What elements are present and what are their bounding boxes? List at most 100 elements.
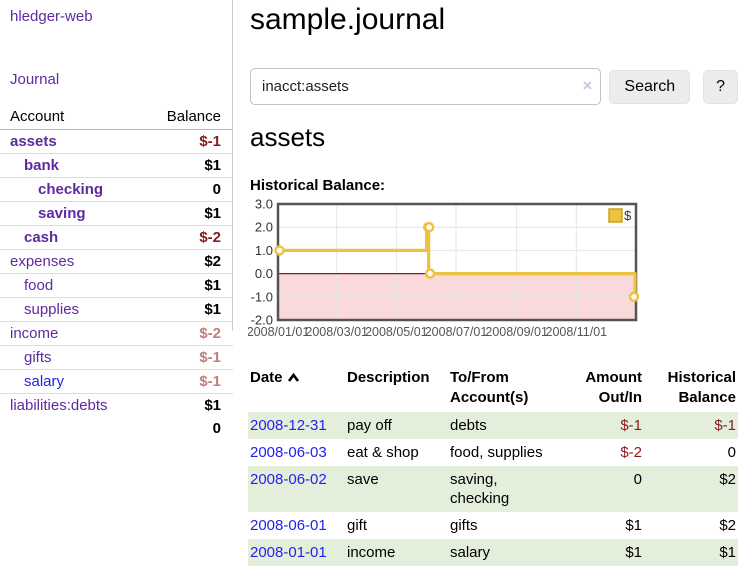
txn-accounts: gifts bbox=[450, 517, 478, 534]
transaction-row: 2008-01-01 income salary $1 $1 bbox=[248, 539, 738, 566]
accounts-total-value: 0 bbox=[212, 420, 221, 437]
nav-journal-link[interactable]: Journal bbox=[10, 71, 60, 88]
txn-description: income bbox=[347, 544, 396, 561]
account-balance: $1 bbox=[144, 273, 233, 298]
txn-description: pay off bbox=[347, 417, 392, 434]
account-row: expenses $2 bbox=[0, 249, 233, 274]
search-input-wrap: × bbox=[250, 68, 602, 105]
chart-ytick-label: 1.0 bbox=[255, 243, 273, 258]
account-link-checking[interactable]: checking bbox=[38, 181, 104, 198]
account-name-cell: checking bbox=[0, 177, 145, 202]
account-name-cell: supplies bbox=[0, 297, 145, 322]
account-link-saving[interactable]: saving bbox=[38, 205, 86, 222]
txn-amount: $1 bbox=[625, 544, 642, 561]
search-button[interactable]: Search bbox=[609, 69, 691, 104]
account-name-cell: salary bbox=[0, 369, 145, 394]
txn-date-cell: 2008-12-31 bbox=[248, 412, 345, 439]
sidebar: hledger-web Journal Account Balance asse… bbox=[0, 0, 233, 440]
main-content: sample.journal × Search ? assets Histori… bbox=[247, 0, 738, 566]
txn-accounts: food, supplies bbox=[450, 444, 543, 461]
txn-date-link[interactable]: 2008-01-01 bbox=[250, 544, 327, 561]
txn-date-link[interactable]: 2008-12-31 bbox=[250, 417, 327, 434]
account-row: bank $1 bbox=[0, 153, 233, 178]
account-name-cell: gifts bbox=[0, 345, 145, 370]
account-link-cash[interactable]: cash bbox=[24, 229, 59, 246]
account-name-cell: food bbox=[0, 273, 145, 298]
register-header-row: Date Description To/From Account(s) Amou… bbox=[248, 366, 738, 412]
txn-accounts: salary bbox=[450, 544, 491, 561]
chart-legend-label: $ bbox=[624, 208, 632, 223]
txn-amount: 0 bbox=[633, 471, 642, 488]
account-balance: $-1 bbox=[144, 345, 233, 370]
account-name-cell: cash bbox=[0, 225, 145, 250]
txn-amount: $1 bbox=[625, 517, 642, 534]
accounts-header-row: Account Balance bbox=[0, 105, 233, 130]
txn-accounts: saving, checking bbox=[450, 471, 510, 507]
txn-date-cell: 2008-06-03 bbox=[248, 439, 345, 466]
chart-xtick-label: 2008/03/01 bbox=[305, 325, 368, 339]
chart-xtick-label: 2008/05/01 bbox=[365, 325, 428, 339]
txn-date-cell: 2008-06-01 bbox=[248, 512, 345, 539]
account-row: supplies $1 bbox=[0, 297, 233, 322]
chart-data-point bbox=[274, 245, 285, 256]
accounts-col-balance: Balance bbox=[144, 105, 233, 130]
account-row: cash $-2 bbox=[0, 225, 233, 250]
account-link-salary[interactable]: salary bbox=[24, 373, 65, 390]
chart-xtick-label: 2008/09/01 bbox=[485, 325, 548, 339]
account-link-bank[interactable]: bank bbox=[24, 157, 60, 174]
app-brand-link[interactable]: hledger-web bbox=[10, 8, 93, 25]
search-help-button[interactable]: ? bbox=[703, 69, 738, 104]
search-input[interactable] bbox=[250, 68, 602, 105]
account-balance: $-2 bbox=[144, 321, 233, 346]
account-balance: $1 bbox=[144, 297, 233, 322]
accounts-total-row: 0 bbox=[0, 417, 233, 440]
txn-balance: $-1 bbox=[714, 417, 736, 434]
account-link-gifts[interactable]: gifts bbox=[24, 349, 52, 366]
account-link-liabilities-debts[interactable]: liabilities:debts bbox=[10, 397, 108, 414]
clear-search-icon[interactable]: × bbox=[582, 76, 593, 95]
transaction-row: 2008-06-01 gift gifts $1 $2 bbox=[248, 512, 738, 539]
account-row: income $-2 bbox=[0, 321, 233, 346]
chart-ytick-label: 3.0 bbox=[255, 197, 273, 212]
account-link-food[interactable]: food bbox=[24, 277, 54, 294]
chart-xtick-label: 2008/11/01 bbox=[546, 325, 608, 339]
account-balance: $1 bbox=[144, 201, 233, 226]
account-link-expenses[interactable]: expenses bbox=[10, 253, 75, 270]
transaction-row: 2008-06-03 eat & shop food, supplies $-2 0 bbox=[248, 439, 738, 466]
account-link-supplies[interactable]: supplies bbox=[24, 301, 80, 318]
account-link-income[interactable]: income bbox=[10, 325, 59, 342]
account-name-cell: bank bbox=[0, 153, 145, 178]
register-col-date[interactable]: Date bbox=[248, 366, 345, 412]
txn-description: gift bbox=[347, 517, 368, 534]
chart-data-point bbox=[424, 268, 436, 279]
chart-xtick-label: 2008/01/01 bbox=[248, 325, 309, 339]
register-col-amount: Amount Out/In bbox=[585, 369, 642, 406]
txn-balance: $2 bbox=[719, 471, 736, 488]
account-row: liabilities:debts $1 bbox=[0, 393, 233, 417]
txn-balance: 0 bbox=[727, 444, 736, 461]
txn-amount: $-2 bbox=[620, 444, 642, 461]
account-name-cell: saving bbox=[0, 201, 145, 226]
account-row: checking 0 bbox=[0, 177, 233, 202]
txn-date-link[interactable]: 2008-06-02 bbox=[250, 471, 327, 488]
account-heading: assets bbox=[250, 122, 326, 152]
txn-balance: $2 bbox=[719, 517, 736, 534]
chart-plot-border bbox=[276, 202, 638, 322]
txn-date-link[interactable]: 2008-06-03 bbox=[250, 444, 327, 461]
account-row: assets $-1 bbox=[0, 130, 233, 154]
account-balance: $-1 bbox=[144, 369, 233, 394]
chart-data-point bbox=[423, 222, 435, 233]
account-balance: $-2 bbox=[144, 225, 233, 250]
register-col-accounts: To/From Account(s) bbox=[450, 369, 529, 406]
account-balance: $1 bbox=[144, 153, 233, 178]
sidebar-divider bbox=[232, 0, 233, 331]
account-balance: $1 bbox=[144, 393, 233, 417]
search-form: × Search ? bbox=[250, 68, 738, 105]
accounts-table: Account Balance assets $-1 bank $1 checking 0… bbox=[0, 105, 233, 440]
account-name-cell: liabilities:debts bbox=[0, 393, 145, 417]
account-link-assets[interactable]: assets bbox=[10, 133, 57, 150]
txn-date-link[interactable]: 2008-06-01 bbox=[250, 517, 327, 534]
register-table: Date Description To/From Account(s) Amou… bbox=[248, 366, 738, 566]
transaction-row: 2008-06-02 save saving, checking 0 $2 bbox=[248, 466, 738, 512]
txn-description: eat & shop bbox=[347, 444, 419, 461]
